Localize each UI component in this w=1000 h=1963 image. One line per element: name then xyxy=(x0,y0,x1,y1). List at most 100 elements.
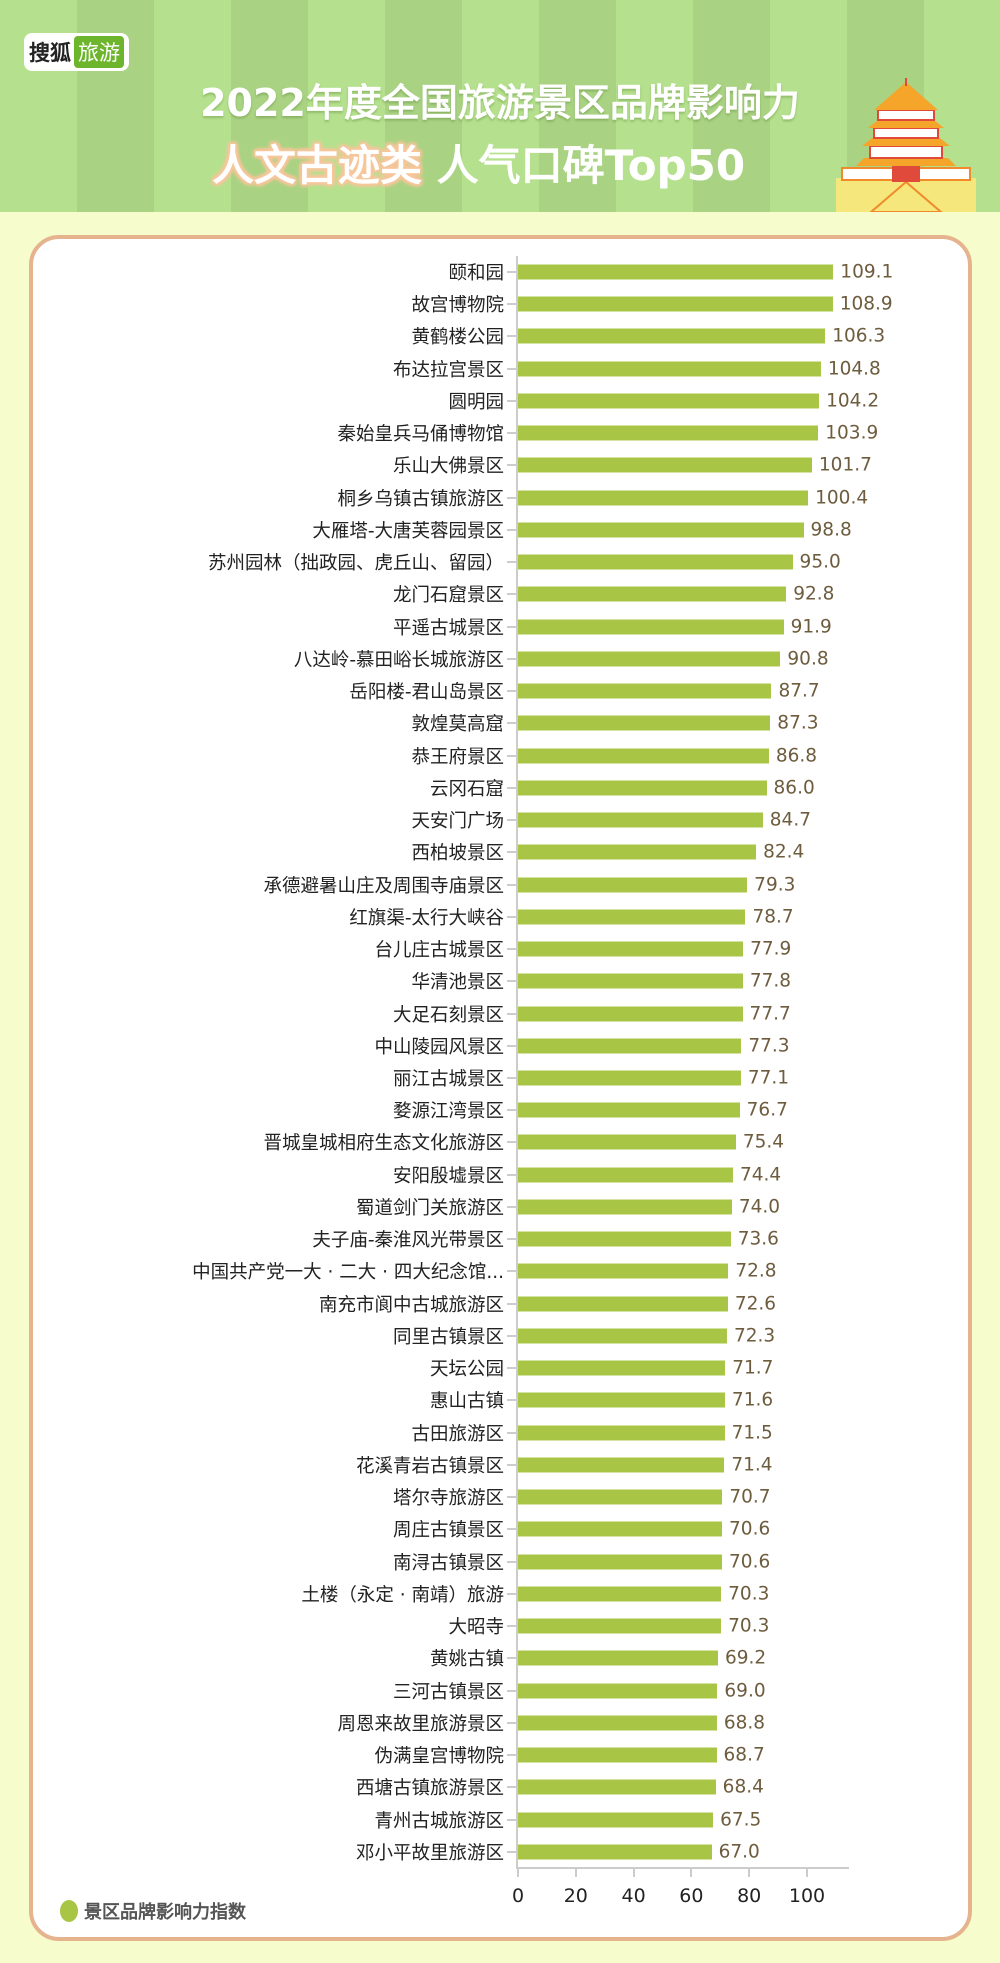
bar xyxy=(518,812,763,828)
category-label: 岳阳楼-君山岛景区 xyxy=(349,682,504,704)
y-tick xyxy=(507,593,516,596)
value-label: 67.0 xyxy=(718,1841,760,1863)
value-label: 71.6 xyxy=(731,1389,774,1411)
category-label: 大足石刻景区 xyxy=(392,1004,504,1026)
bar xyxy=(518,457,812,473)
y-tick xyxy=(507,948,516,951)
y-tick xyxy=(507,561,516,564)
value-label: 70.6 xyxy=(729,1551,771,1573)
bar xyxy=(518,1038,742,1054)
bar xyxy=(518,1554,723,1570)
y-tick xyxy=(507,722,516,725)
category-label: 秦始皇兵马俑博物馆 xyxy=(337,424,504,446)
y-tick xyxy=(507,1270,516,1273)
y-tick xyxy=(507,1721,516,1724)
bar xyxy=(518,1586,722,1602)
x-axis-line xyxy=(516,1867,849,1869)
bar xyxy=(518,619,784,635)
bar xyxy=(518,1618,722,1634)
y-tick xyxy=(507,690,516,693)
value-label: 86.0 xyxy=(773,777,815,799)
y-tick xyxy=(507,1689,516,1692)
y-tick xyxy=(507,1399,516,1402)
value-label: 68.4 xyxy=(722,1776,764,1798)
category-label: 八达岭-慕田峪长城旅游区 xyxy=(293,649,504,671)
category-label: 青州古城旅游区 xyxy=(374,1810,504,1832)
y-tick xyxy=(507,851,516,854)
y-tick xyxy=(507,915,516,918)
category-label: 南充市阆中古城旅游区 xyxy=(318,1294,504,1316)
value-label: 69.2 xyxy=(724,1647,767,1669)
bar xyxy=(518,1489,723,1505)
value-label: 87.3 xyxy=(777,712,819,734)
x-tick-label: 80 xyxy=(737,1885,762,1907)
value-label: 101.7 xyxy=(818,454,872,476)
bar xyxy=(518,425,819,441)
bar xyxy=(518,522,804,538)
y-tick xyxy=(507,528,516,531)
y-axis-line xyxy=(516,256,518,1869)
category-label: 大雁塔-大唐芙蓉园景区 xyxy=(312,520,504,542)
logo-text-sohu: 搜狐 xyxy=(29,41,71,65)
y-tick xyxy=(507,819,516,822)
y-tick xyxy=(507,1786,516,1789)
legend: 景区品牌影响力指数 xyxy=(60,1898,246,1924)
category-label: 夫子庙-秦淮风光带景区 xyxy=(312,1230,504,1252)
category-label: 塔尔寺旅游区 xyxy=(392,1488,504,1510)
bar xyxy=(518,1779,716,1795)
bar xyxy=(518,941,744,957)
y-tick xyxy=(507,1109,516,1112)
category-label: 中国共产党一大 · 二大 · 四大纪念馆... xyxy=(192,1262,504,1284)
bar xyxy=(518,1296,728,1312)
y-tick xyxy=(507,1592,516,1595)
bar xyxy=(518,1683,718,1699)
value-label: 87.7 xyxy=(778,680,820,702)
value-label: 108.9 xyxy=(839,293,893,315)
x-tick xyxy=(632,1867,635,1877)
y-tick xyxy=(507,432,516,435)
category-label: 颐和园 xyxy=(448,263,504,284)
category-label: 布达拉宫景区 xyxy=(392,359,504,381)
category-label: 三河古镇景区 xyxy=(392,1681,504,1703)
value-label: 68.8 xyxy=(723,1712,766,1734)
bar xyxy=(518,1070,741,1086)
value-label: 71.5 xyxy=(731,1422,773,1444)
y-tick xyxy=(507,625,516,628)
value-label: 95.0 xyxy=(799,551,841,573)
y-tick xyxy=(507,1463,516,1466)
value-label: 77.9 xyxy=(750,938,792,960)
value-label: 77.1 xyxy=(747,1067,790,1089)
y-tick xyxy=(507,496,516,499)
y-tick xyxy=(507,883,516,886)
pagoda-illustration xyxy=(836,78,976,212)
x-tick-label: 60 xyxy=(679,1885,704,1907)
bar xyxy=(518,1199,732,1215)
category-label: 周庄古镇景区 xyxy=(392,1520,504,1542)
category-label: 晋城皇城相府生态文化旅游区 xyxy=(263,1133,504,1155)
value-label: 106.3 xyxy=(832,325,886,347)
value-label: 73.6 xyxy=(737,1228,779,1250)
sohu-travel-logo: 搜狐 旅游 xyxy=(24,33,129,71)
y-tick xyxy=(507,1818,516,1821)
title-rest: 人气口碑Top50 xyxy=(436,141,746,190)
x-tick xyxy=(748,1867,751,1877)
category-label: 西柏坡景区 xyxy=(411,843,504,865)
value-label: 68.7 xyxy=(723,1744,765,1766)
x-tick-label: 100 xyxy=(788,1885,826,1907)
bar xyxy=(518,1747,717,1763)
value-label: 71.7 xyxy=(732,1357,774,1379)
value-label: 103.9 xyxy=(825,422,879,444)
category-label: 丽江古城景区 xyxy=(392,1069,504,1090)
value-label: 77.8 xyxy=(749,970,792,992)
y-tick xyxy=(507,1528,516,1531)
category-label: 桐乡乌镇古镇旅游区 xyxy=(337,488,504,510)
bar xyxy=(518,715,771,731)
category-label: 邓小平故里旅游区 xyxy=(355,1842,504,1864)
bar xyxy=(518,296,833,312)
bar xyxy=(518,361,821,377)
bar xyxy=(518,1134,736,1150)
y-tick xyxy=(507,464,516,467)
value-label: 91.9 xyxy=(790,616,832,638)
category-label: 中山陵园风景区 xyxy=(374,1036,504,1058)
category-label: 南浔古镇景区 xyxy=(392,1552,504,1574)
